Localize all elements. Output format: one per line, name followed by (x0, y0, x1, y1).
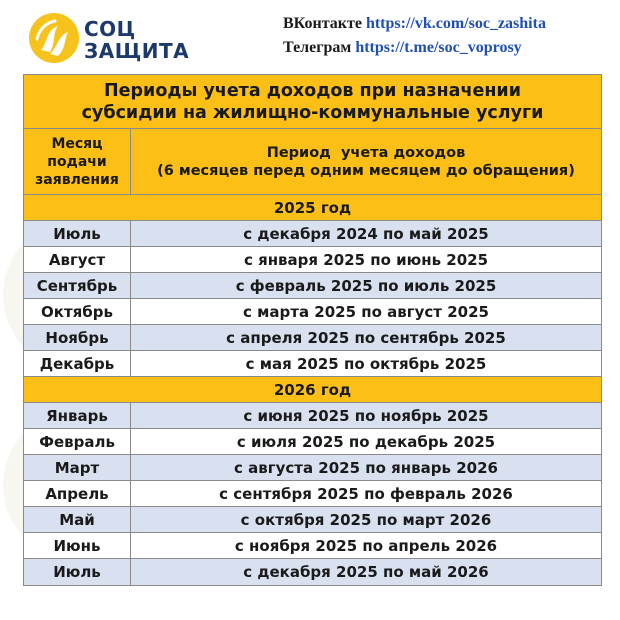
period-cell: с сентября 2025 по февраль 2026 (219, 484, 513, 503)
period-cell: с декабря 2025 по май 2026 (243, 563, 489, 581)
table-row: Июнь с ноября 2025 по апрель 2026 (24, 533, 601, 559)
header: СОЦ ЗАЩИТА ВКонтакте https://vk.com/soc_… (0, 0, 620, 72)
brand-name: СОЦ ЗАЩИТА (84, 18, 189, 62)
table-row: Июль с декабря 2025 по май 2026 (24, 559, 601, 585)
table-header-row: Месяц подачи заявления Период учета дохо… (24, 129, 601, 195)
table-row: Сентябрь с февраль 2025 по июль 2025 (24, 273, 601, 299)
period-cell: с января 2025 по июнь 2025 (243, 250, 489, 269)
month-cell: Октябрь (24, 299, 131, 324)
table-row: Апрель с сентября 2025 по февраль 2026 (24, 481, 601, 507)
period-cell: с апреля 2025 по сентябрь 2025 (226, 328, 506, 347)
table-body: 2025 год Июль с декабря 2024 по май 2025 Ав… (24, 195, 601, 585)
month-cell: Июнь (24, 533, 131, 558)
tg-link[interactable]: https://t.me/soc_voprosy (355, 39, 522, 56)
globe-logo-icon (29, 13, 79, 63)
brand-line2: ЗАЩИТА (84, 39, 190, 63)
vk-link-line: ВКонтакте https://vk.com/soc_zashita (283, 12, 546, 36)
month-cell: Апрель (24, 481, 131, 506)
month-cell: Май (24, 507, 131, 532)
month-cell: Декабрь (24, 351, 131, 376)
month-cell: Август (24, 247, 131, 272)
table-row: Май с октября 2025 по март 2026 (24, 507, 601, 533)
table-title-line1: Периоды учета доходов при назначении (104, 80, 521, 101)
period-cell: с июня 2025 по ноябрь 2025 (243, 406, 489, 425)
table-row: Июль с декабря 2024 по май 2025 (24, 221, 601, 247)
table-row: Март с августа 2025 по январь 2026 (24, 455, 601, 481)
period-header-line1: Период учета доходов (266, 144, 466, 161)
table-row: Январь с июня 2025 по ноябрь 2025 (24, 403, 601, 429)
month-header-line1: Месяц (51, 135, 103, 152)
year-label: 2026 год (273, 380, 352, 399)
tg-label: Телеграм (283, 39, 356, 56)
month-cell: Июль (24, 221, 131, 246)
period-cell: с декабря 2024 по май 2025 (243, 224, 489, 243)
month-header-line3: заявления (35, 171, 119, 188)
table-row: Декабрь с мая 2025 по октябрь 2025 (24, 351, 601, 377)
month-cell: Ноябрь (24, 325, 131, 350)
month-cell: Март (24, 455, 131, 480)
tg-link-line: Телеграм https://t.me/soc_voprosy (283, 36, 546, 60)
year-label: 2025 год (273, 198, 352, 217)
vk-label: ВКонтакте (283, 15, 366, 32)
table-row: Февраль с июля 2025 по декабрь 2025 (24, 429, 601, 455)
period-cell: с марта 2025 по август 2025 (243, 302, 489, 321)
period-column-header: Период учета доходов (6 месяцев перед од… (131, 129, 601, 194)
period-cell: с ноября 2025 по апрель 2026 (234, 536, 498, 555)
month-cell: Сентябрь (24, 273, 131, 298)
period-cell: с июля 2025 по декабрь 2025 (236, 432, 496, 451)
table-title: Периоды учета доходов при назначении суб… (24, 75, 601, 128)
table-title-row: Периоды учета доходов при назначении суб… (24, 75, 601, 129)
vk-link[interactable]: https://vk.com/soc_zashita (365, 15, 546, 32)
table-title-line2: субсидии на жилищно-коммунальные услуги (81, 102, 544, 123)
table-row: Октябрь с марта 2025 по август 2025 (24, 299, 601, 325)
table-row: Август с января 2025 по июнь 2025 (24, 247, 601, 273)
year-row: 2026 год (24, 377, 601, 403)
month-header-line2: подачи (47, 153, 107, 170)
period-cell: с февраль 2025 по июль 2025 (235, 276, 497, 295)
month-cell: Июль (24, 559, 131, 585)
period-cell: с августа 2025 по январь 2026 (234, 458, 498, 477)
month-cell: Январь (24, 403, 131, 428)
month-column-header: Месяц подачи заявления (24, 129, 131, 194)
month-cell: Февраль (24, 429, 131, 454)
period-cell: с мая 2025 по октябрь 2025 (245, 354, 487, 373)
year-row: 2025 год (24, 195, 601, 221)
income-periods-table: Периоды учета доходов при назначении суб… (23, 74, 602, 586)
social-links: ВКонтакте https://vk.com/soc_zashita Тел… (283, 12, 546, 60)
period-cell: с октября 2025 по март 2026 (240, 510, 492, 529)
period-header-line2: (6 месяцев перед одним месяцем до обраще… (157, 162, 575, 179)
brand-line1: СОЦ (84, 17, 136, 41)
table-row: Ноябрь с апреля 2025 по сентябрь 2025 (24, 325, 601, 351)
